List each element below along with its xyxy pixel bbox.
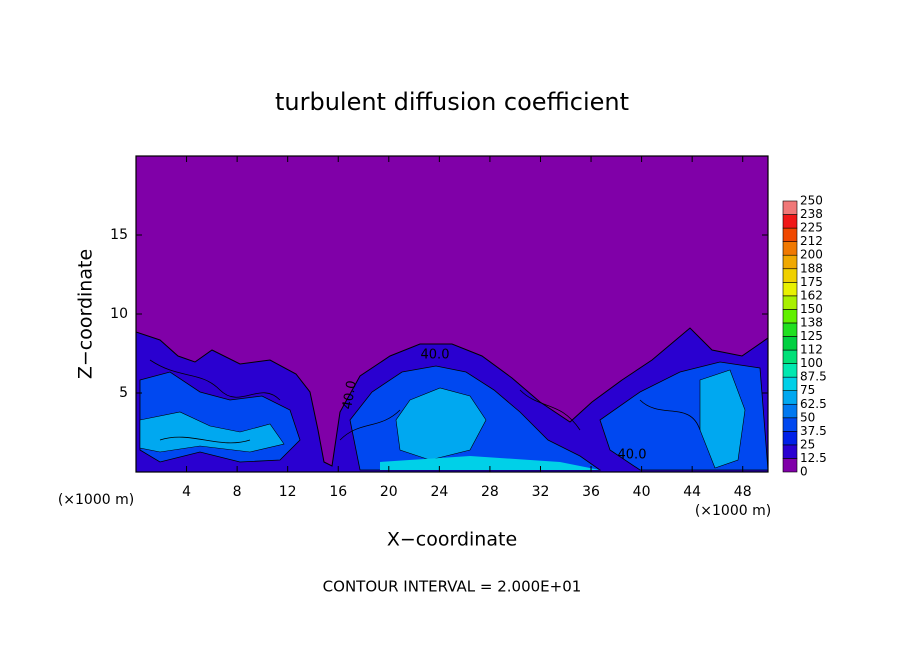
colorbar-swatch [782, 227, 798, 242]
colorbar-label: 138 [800, 315, 823, 329]
colorbar-label: 188 [800, 261, 823, 275]
colorbar-label: 162 [800, 288, 823, 302]
cyan-patch [395, 387, 487, 461]
colorbar-swatch [782, 458, 798, 473]
colorbar-label: 87.5 [800, 370, 827, 384]
y-tick-label: 15 [110, 227, 128, 243]
y-axis-label: Z−coordinate [75, 249, 97, 379]
colorbar-swatch [782, 431, 798, 446]
x-tick-label: 12 [279, 484, 297, 500]
x-tick-label: 20 [380, 484, 398, 500]
x-tick-label: 32 [532, 484, 550, 500]
colorbar-label: 25 [800, 437, 815, 451]
colorbar-swatch [782, 336, 798, 351]
colorbar-label: 37.5 [800, 424, 827, 438]
colorbar-swatch [782, 363, 798, 378]
colorbar-label: 175 [800, 275, 823, 289]
contour-label: 40.0 [421, 348, 450, 363]
y-unit-label: (×1000 m) [58, 492, 134, 508]
colorbar-label: 100 [800, 356, 823, 370]
x-tick-label: 24 [430, 484, 448, 500]
x-tick-label: 48 [734, 484, 752, 500]
colorbar-swatch [782, 295, 798, 310]
colorbar-label: 150 [800, 302, 823, 316]
x-tick-label: 4 [182, 484, 191, 500]
colorbar-label: 12.5 [800, 451, 827, 465]
cyan-strip [380, 456, 600, 470]
colorbar-swatch [782, 403, 798, 419]
colorbar-swatch [782, 200, 798, 215]
colorbar-label: 238 [800, 207, 823, 221]
colorbar-label: 0 [800, 465, 808, 479]
y-tick-label: 10 [110, 306, 128, 322]
colorbar-label: 75 [800, 383, 815, 397]
contour-interval: CONTOUR INTERVAL = 2.000E+01 [323, 578, 582, 596]
colorbar-label: 50 [800, 410, 815, 424]
x-tick-label: 40 [633, 484, 651, 500]
colorbar-swatch [782, 444, 798, 459]
cyan-patch [139, 411, 285, 453]
x-axis-label: X−coordinate [387, 529, 517, 551]
colorbar-swatch [782, 349, 798, 364]
x-tick-label: 36 [582, 484, 600, 500]
colorbar-swatch [782, 254, 798, 270]
colorbar-swatch [782, 417, 798, 432]
x-tick-label: 8 [233, 484, 242, 500]
colorbar-swatch [782, 322, 798, 337]
contour-line [149, 359, 701, 444]
contour-label: 40.0 [618, 448, 647, 463]
colorbar-label: 112 [800, 343, 823, 357]
colorbar-swatch [782, 376, 798, 391]
colorbar-swatch [782, 214, 798, 229]
colorbar-swatch [782, 309, 798, 324]
y-tick-label: 5 [119, 385, 128, 401]
colorbar-label: 62.5 [800, 397, 827, 411]
colorbar-swatch [782, 268, 798, 283]
colorbar-label: 225 [800, 221, 823, 235]
x-tick-label: 28 [481, 484, 499, 500]
contour-label: 40.0 [340, 379, 360, 410]
colorbar-swatch [782, 390, 798, 405]
colorbar-label: 250 [800, 194, 823, 208]
colorbar-label: 212 [800, 234, 823, 248]
x-tick-label: 44 [683, 484, 701, 500]
field [136, 156, 768, 472]
x-tick-label: 16 [329, 484, 347, 500]
x-unit-label: (×1000 m) [695, 503, 771, 519]
colorbar-label: 125 [800, 329, 823, 343]
chart-title: turbulent diffusion coefficient [275, 88, 629, 116]
colorbar-label: 200 [800, 248, 823, 262]
colorbar-swatch [782, 241, 798, 256]
colorbar-swatch [782, 281, 798, 297]
